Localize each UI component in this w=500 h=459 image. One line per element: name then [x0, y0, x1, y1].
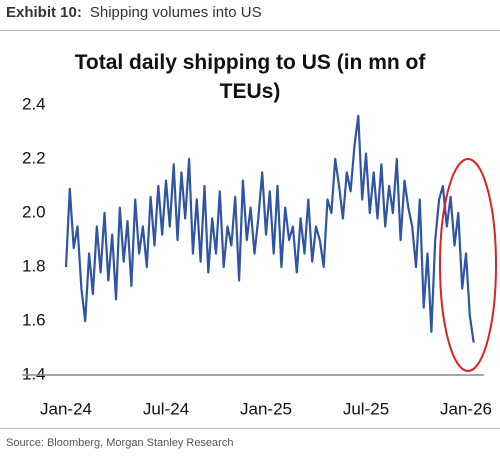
x-tick-label: Jul-24 [143, 399, 189, 418]
header-title: Shipping volumes into US [89, 4, 262, 21]
source: Source: Bloomberg, Morgan Stanley Resear… [6, 437, 234, 449]
y-tick-label: 1.4 [22, 364, 46, 383]
x-tick-label: Jan-25 [240, 399, 292, 418]
chart-title: Total daily shipping to US (in mn of TEU… [74, 51, 426, 103]
highlight-ellipse [439, 158, 497, 372]
y-tick-label: 1.6 [22, 310, 46, 329]
data-line [64, 114, 475, 343]
x-tick-label: Jan-26 [440, 399, 492, 418]
y-tick-label: 1.8 [22, 256, 46, 275]
header: Exhibit 10: Shipping volumes into US [6, 4, 262, 21]
x-tick-label: Jul-25 [343, 399, 389, 418]
y-tick-label: 2.4 [22, 94, 46, 113]
header-label: Exhibit 10: [6, 4, 82, 21]
rule [0, 428, 500, 429]
chart: 1.4 1.6 1.8 2.0 2.2 2.4 Jan-24 Jul-24 Jan-25 Jul-… [22, 94, 497, 418]
rule [0, 30, 500, 31]
y-tick-label: 2.2 [22, 148, 46, 167]
x-tick-label: Jan-24 [40, 399, 92, 418]
y-tick-label: 2.0 [22, 202, 46, 221]
